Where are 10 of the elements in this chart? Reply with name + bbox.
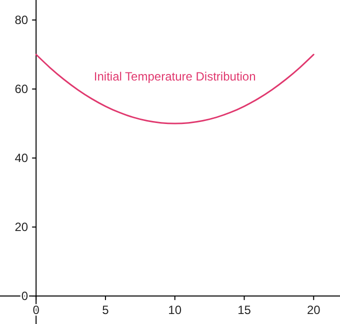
x-tick-label: 5 bbox=[102, 303, 110, 318]
y-tick-label: 60 bbox=[14, 82, 28, 96]
y-tick-label: 80 bbox=[14, 13, 28, 28]
y-tick-label: 20 bbox=[14, 220, 28, 234]
x-tick-label: 20 bbox=[306, 303, 321, 318]
x-tick-label: 10 bbox=[168, 303, 182, 318]
x-tick-label: 15 bbox=[238, 303, 252, 318]
y-tick-label: 40 bbox=[14, 151, 28, 166]
line-series bbox=[35, 54, 314, 124]
series-label: Initial Temperature Distribution bbox=[94, 70, 256, 84]
